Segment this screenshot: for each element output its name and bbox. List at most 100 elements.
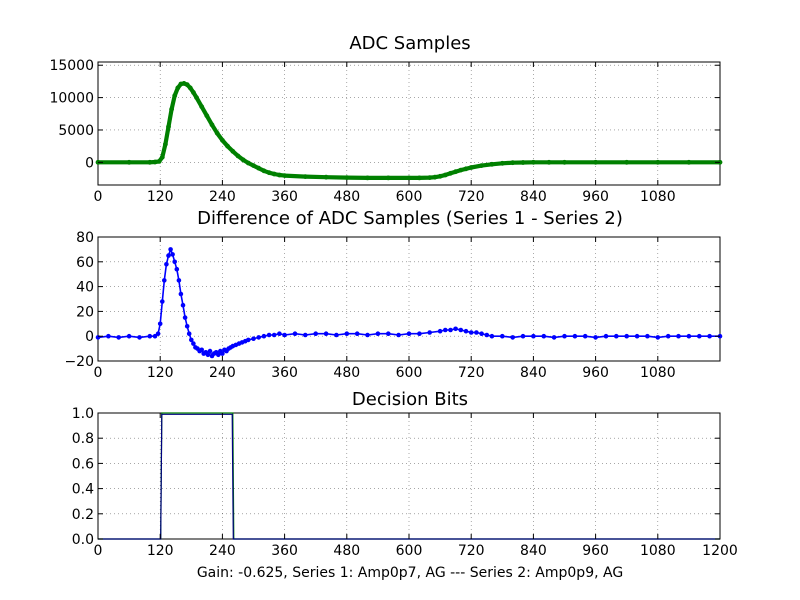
diff-data-point: [313, 331, 319, 337]
diff-data-point: [489, 333, 495, 339]
diff-data-point: [624, 333, 629, 339]
bits-x-tick-label: 720: [458, 543, 485, 559]
diff-data-point: [168, 247, 173, 252]
adc-data-point: [406, 175, 412, 181]
diff-y-tick-label: 80: [76, 230, 94, 246]
diff-data-point: [334, 332, 339, 338]
decision-bits-title: Decision Bits: [352, 389, 468, 410]
adc-data-point: [437, 173, 443, 179]
adc-data-point: [531, 159, 536, 165]
diff-data-point: [126, 333, 132, 339]
diff-data-point: [199, 347, 204, 353]
bits-y-tick-label: 1.0: [72, 406, 94, 422]
adc-data-point: [344, 175, 350, 181]
diff-data-point: [406, 331, 412, 337]
adc-y-tick-label: 0: [85, 155, 94, 171]
adc-data-point: [266, 170, 272, 176]
diff-y-tick-label: 60: [76, 255, 94, 271]
bits-x-tick-label: 240: [209, 543, 236, 559]
diff-data-point: [468, 330, 474, 335]
diff-x-tick-label: 360: [271, 365, 298, 381]
adc-data-point: [204, 113, 210, 119]
adc-y-tick-label: 15000: [49, 58, 94, 74]
diff-data-point: [216, 352, 221, 358]
diff-data-point: [186, 331, 192, 337]
diff-data-point: [162, 278, 167, 283]
adc-data-point: [235, 153, 241, 159]
adc-data-point: [184, 82, 190, 88]
decision-bits-plot-area: [97, 412, 721, 540]
diff-data-point: [207, 348, 213, 354]
diff-data-point: [180, 302, 186, 308]
adc-data-point: [159, 154, 165, 160]
difference-title: Difference of ADC Samples (Series 1 - Se…: [197, 208, 623, 229]
adc-data-point: [510, 160, 516, 166]
diff-data-point: [152, 333, 158, 339]
bits-series-2-line: [98, 413, 720, 540]
adc-samples-panel: ADC Samples 0 120 240 360 480 600 720 840 960 108…: [49, 33, 723, 205]
diff-data-point: [166, 253, 171, 258]
diff-data-point: [655, 335, 661, 340]
diff-data-point: [178, 291, 184, 297]
adc-data-point: [152, 159, 158, 165]
adc-data-point: [479, 163, 484, 169]
diff-x-tick-label: 840: [520, 365, 547, 381]
adc-data-point: [468, 165, 474, 170]
diff-data-point: [427, 330, 433, 335]
diff-x-tick-label: 0: [94, 365, 103, 381]
diff-data-point: [271, 332, 277, 338]
diff-x-tick-label: 600: [396, 365, 423, 381]
diff-data-point: [170, 252, 175, 257]
diff-data-point: [474, 330, 479, 335]
adc-data-point: [163, 141, 168, 147]
diff-data-point: [323, 331, 329, 337]
diff-data-point: [520, 333, 526, 339]
bits-x-tick-label: 960: [582, 543, 609, 559]
adc-x-tick-label: 360: [271, 189, 298, 205]
diff-y-tick-label: −20: [64, 354, 94, 370]
diff-data-point: [176, 278, 182, 283]
bits-x-tick-label: 120: [147, 543, 174, 559]
diff-data-point: [686, 333, 692, 339]
diff-data-point: [453, 326, 458, 332]
adc-data-point: [417, 175, 422, 181]
bits-x-tick-label: 0: [94, 543, 103, 559]
diff-x-tick-label: 480: [333, 365, 360, 381]
diff-data-point: [448, 327, 453, 333]
adc-x-tick-label: 840: [520, 189, 547, 205]
difference-panel: Difference of ADC Samples (Series 1 - Se…: [64, 208, 723, 381]
diff-data-point: [551, 335, 557, 340]
adc-data-point: [245, 160, 251, 166]
diff-data-point: [645, 333, 650, 339]
adc-data-point: [463, 166, 469, 172]
adc-data-point: [172, 93, 178, 99]
diff-data-point: [246, 337, 251, 343]
diff-data-point: [106, 333, 111, 339]
diff-data-point: [220, 351, 225, 356]
diff-data-point: [707, 333, 712, 339]
adc-data-point: [520, 160, 526, 165]
adc-x-tick-label: 480: [333, 189, 360, 205]
bits-x-tick-label: 600: [396, 543, 423, 559]
diff-data-point: [137, 335, 142, 340]
diff-data-point: [365, 332, 370, 338]
adc-data-point: [323, 174, 329, 180]
adc-data-point: [214, 130, 220, 136]
adc-x-tick-label: 600: [396, 189, 423, 205]
diff-data-point: [676, 333, 681, 339]
adc-data-point: [427, 175, 433, 181]
diff-data-point: [277, 331, 282, 337]
adc-data-point: [302, 174, 308, 180]
difference-plot-area: [97, 236, 721, 362]
bits-x-tick-label: 1080: [640, 543, 676, 559]
adc-data-point: [686, 159, 692, 165]
diff-data-point: [182, 315, 188, 320]
adc-data-point: [432, 174, 438, 180]
diff-data-point: [303, 332, 308, 338]
diff-data-point: [172, 259, 177, 265]
diff-data-point: [417, 331, 422, 337]
adc-data-point: [199, 104, 205, 110]
diff-data-point: [155, 331, 161, 337]
diff-data-point: [562, 333, 567, 339]
